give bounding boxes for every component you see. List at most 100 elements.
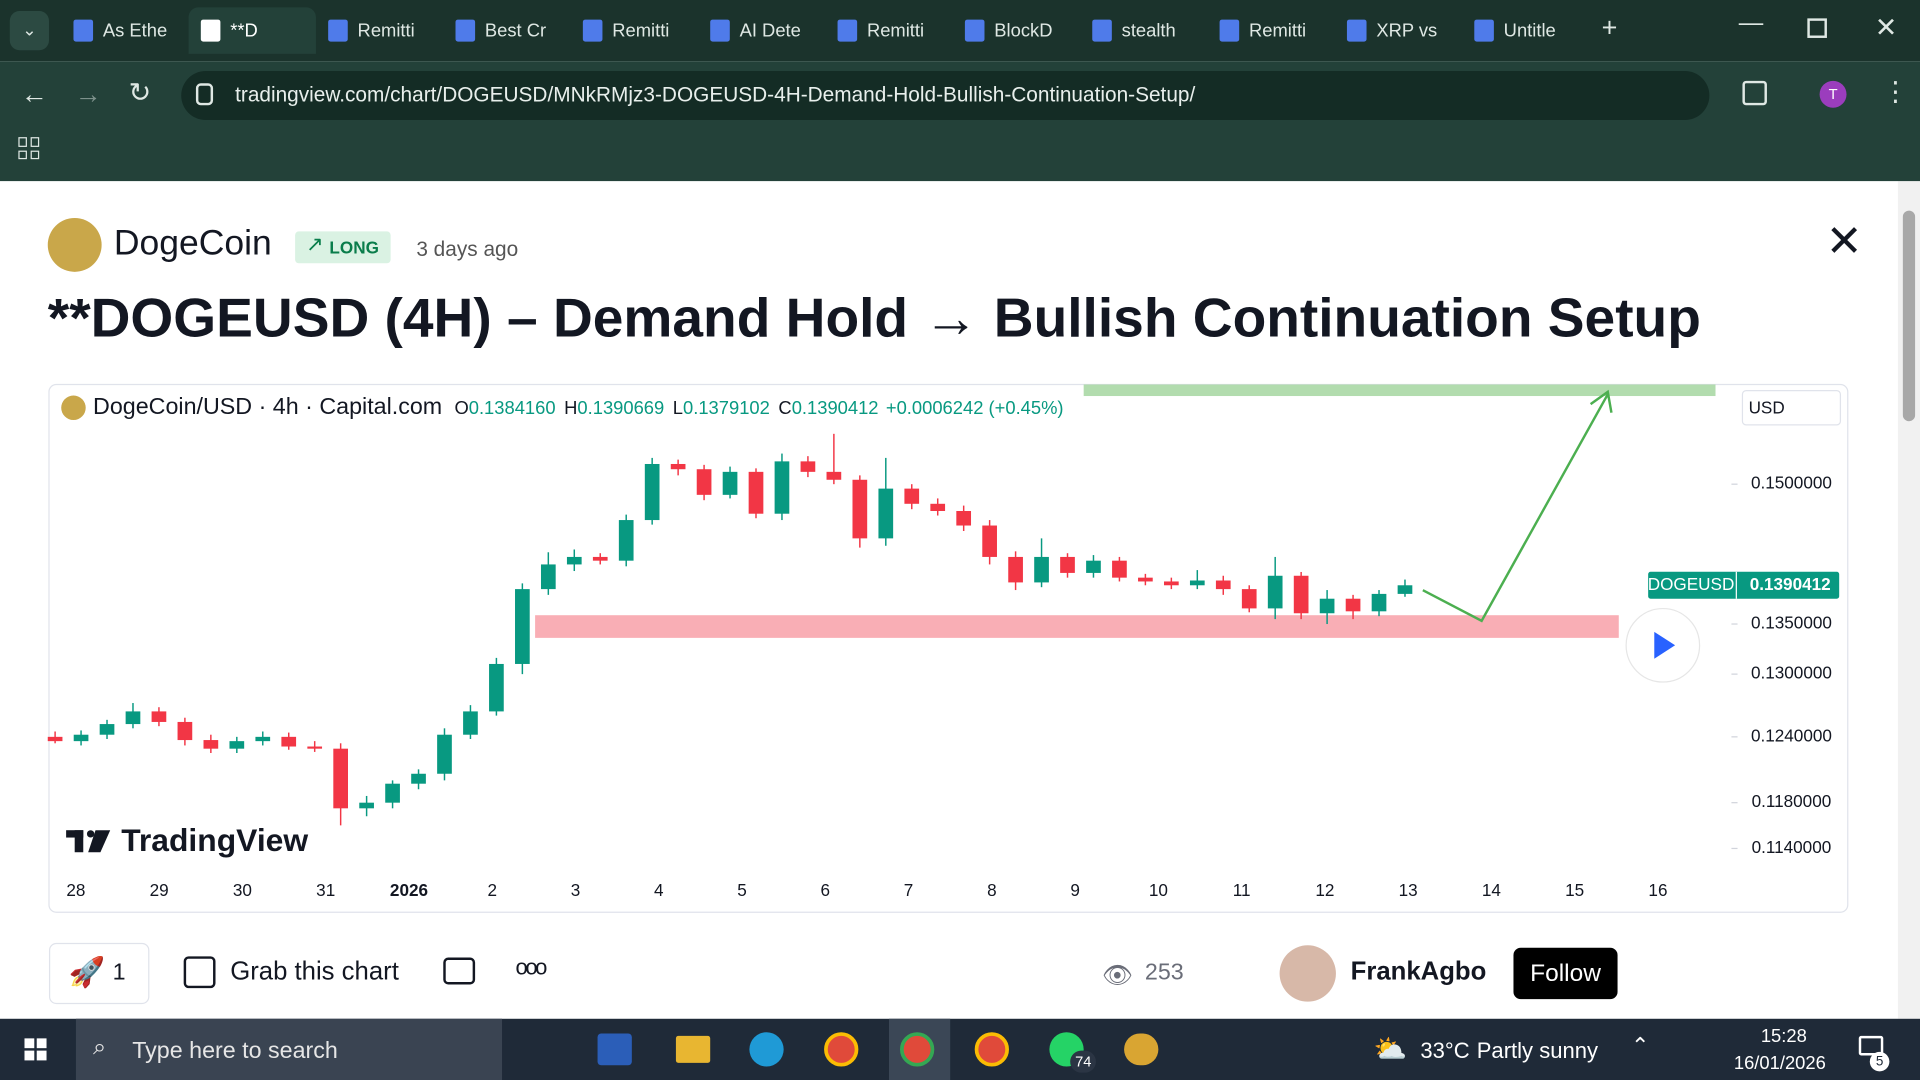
candle-body bbox=[1060, 556, 1075, 573]
y-tick-label: 0.1500000 bbox=[1751, 473, 1832, 493]
candle-body bbox=[229, 741, 245, 749]
candle-body bbox=[1241, 589, 1257, 609]
tab[interactable]: XRP vs bbox=[1335, 7, 1462, 54]
badge: 74 bbox=[1070, 1050, 1097, 1073]
apps[interactable] bbox=[18, 137, 40, 160]
address-bar[interactable]: tradingview.com/chart/DOGEUSD/MNkRMjz3-D… bbox=[181, 71, 1710, 121]
candle-body bbox=[1371, 593, 1387, 612]
candle-body bbox=[592, 556, 608, 561]
y-tick-label: 0.1350000 bbox=[1751, 613, 1832, 633]
chart-legend: DogeCoin/USD · 4h · Capital.com O0.13841… bbox=[61, 394, 1064, 421]
candle-body bbox=[1215, 580, 1231, 590]
ohlc-value: 0.1384160 bbox=[468, 397, 556, 419]
forward[interactable]: → bbox=[74, 78, 102, 109]
x-tick-label: 2026 bbox=[390, 880, 428, 900]
start[interactable] bbox=[24, 1038, 47, 1061]
candle-body bbox=[696, 469, 712, 495]
app-explorer[interactable] bbox=[675, 1035, 711, 1063]
search-box[interactable] bbox=[75, 1018, 503, 1080]
badge-arrow: ↗ bbox=[306, 232, 324, 256]
close-post[interactable]: ✕ bbox=[1825, 215, 1863, 266]
x-tick-label: 29 bbox=[150, 880, 169, 900]
candle-body bbox=[385, 783, 400, 803]
menu[interactable]: ⋮ bbox=[1882, 75, 1909, 107]
tab[interactable]: Remitti bbox=[571, 7, 698, 54]
grab-chart[interactable]: Grab this chart bbox=[230, 957, 399, 986]
app-word[interactable] bbox=[597, 1033, 632, 1066]
app-chrome[interactable] bbox=[824, 1032, 859, 1067]
ohlc-item: O0.1384160 bbox=[454, 397, 555, 418]
y-tick-label: 0.1300000 bbox=[1751, 663, 1832, 683]
scroll-thumb[interactable] bbox=[1902, 210, 1916, 422]
minimize[interactable]: — bbox=[1738, 9, 1764, 37]
candle-body bbox=[618, 520, 634, 561]
candle-body bbox=[307, 746, 323, 749]
candle-body bbox=[1267, 575, 1283, 609]
symbol: DogeCoin/USD · 4h · Capital.com bbox=[93, 394, 443, 421]
tab[interactable]: Untitle bbox=[1462, 7, 1589, 54]
tab-icon bbox=[964, 19, 985, 42]
new-tab[interactable]: + bbox=[1601, 12, 1618, 43]
chart-frame bbox=[48, 383, 1849, 913]
tab[interactable]: Remitti bbox=[825, 7, 952, 54]
tab[interactable]: **D bbox=[188, 7, 316, 54]
candle-body bbox=[515, 589, 530, 664]
ohlc-item: H0.1390669 bbox=[564, 397, 664, 418]
candle-body bbox=[99, 724, 115, 735]
candle-body bbox=[73, 734, 89, 742]
follow-button[interactable]: Follow bbox=[1513, 947, 1618, 1000]
close-window[interactable]: ✕ bbox=[1874, 12, 1898, 43]
candle-body bbox=[1008, 556, 1023, 583]
reload[interactable]: ↻ bbox=[128, 77, 152, 108]
profile[interactable]: T bbox=[1819, 80, 1847, 108]
tab-title: Remitti bbox=[357, 20, 415, 42]
currency-box[interactable] bbox=[1741, 390, 1842, 426]
author[interactable]: DogeCoin bbox=[113, 224, 272, 264]
app-game[interactable] bbox=[1124, 1033, 1159, 1066]
restore[interactable] bbox=[1807, 18, 1827, 38]
tab-search[interactable]: ⌄ bbox=[9, 11, 49, 51]
ohlc-key: C bbox=[778, 397, 792, 419]
tray-up[interactable]: ⌃ bbox=[1631, 1033, 1650, 1058]
tab-icon bbox=[1092, 19, 1112, 42]
extensions[interactable] bbox=[1742, 80, 1767, 106]
app-chrome[interactable] bbox=[974, 1032, 1009, 1067]
ohlc-value: 0.1390669 bbox=[577, 397, 665, 419]
x-tick-label: 2 bbox=[487, 880, 497, 900]
notifications-icon[interactable] bbox=[1858, 1035, 1884, 1056]
notifications: 5 bbox=[1869, 1051, 1890, 1072]
clock: 15:28 bbox=[1760, 1026, 1807, 1047]
search-text: Type here to search bbox=[132, 1038, 338, 1065]
user[interactable]: FrankAgbo bbox=[1350, 957, 1487, 986]
candle-body bbox=[177, 721, 193, 741]
tab[interactable]: stealth bbox=[1080, 7, 1207, 54]
tab[interactable]: Best Cr bbox=[443, 7, 570, 54]
x-tick-label: 31 bbox=[316, 880, 335, 900]
tab[interactable]: BlockD bbox=[953, 7, 1080, 54]
tab[interactable]: As Ethe bbox=[61, 7, 188, 54]
back[interactable]: ← bbox=[20, 78, 48, 109]
ohlc-key: O bbox=[454, 397, 469, 419]
more[interactable]: ooo bbox=[515, 955, 548, 980]
site-info[interactable] bbox=[195, 83, 214, 106]
boost-button[interactable] bbox=[48, 942, 150, 1005]
x-tick-label: 9 bbox=[1070, 880, 1080, 900]
logo-part bbox=[86, 830, 95, 838]
tab[interactable]: Remitti bbox=[1207, 7, 1334, 54]
app-chrome[interactable] bbox=[900, 1032, 935, 1067]
tab-title: XRP vs bbox=[1376, 20, 1438, 42]
play-icon bbox=[1654, 631, 1676, 659]
tab-icon bbox=[328, 19, 348, 42]
candle-body bbox=[878, 488, 894, 539]
candle-body bbox=[411, 773, 426, 784]
y-tick-label: 0.1240000 bbox=[1751, 725, 1832, 745]
tab-icon bbox=[837, 19, 858, 42]
scrollbar bbox=[1897, 181, 1920, 1019]
candle-body bbox=[1319, 598, 1335, 614]
comment-icon[interactable] bbox=[443, 957, 476, 985]
projection-arrow bbox=[1422, 393, 1609, 623]
app-edge[interactable] bbox=[749, 1032, 784, 1067]
tab[interactable]: AI Dete bbox=[698, 7, 825, 54]
ohlc-item: C0.1390412 bbox=[778, 397, 878, 418]
tab[interactable]: Remitti bbox=[316, 7, 443, 54]
